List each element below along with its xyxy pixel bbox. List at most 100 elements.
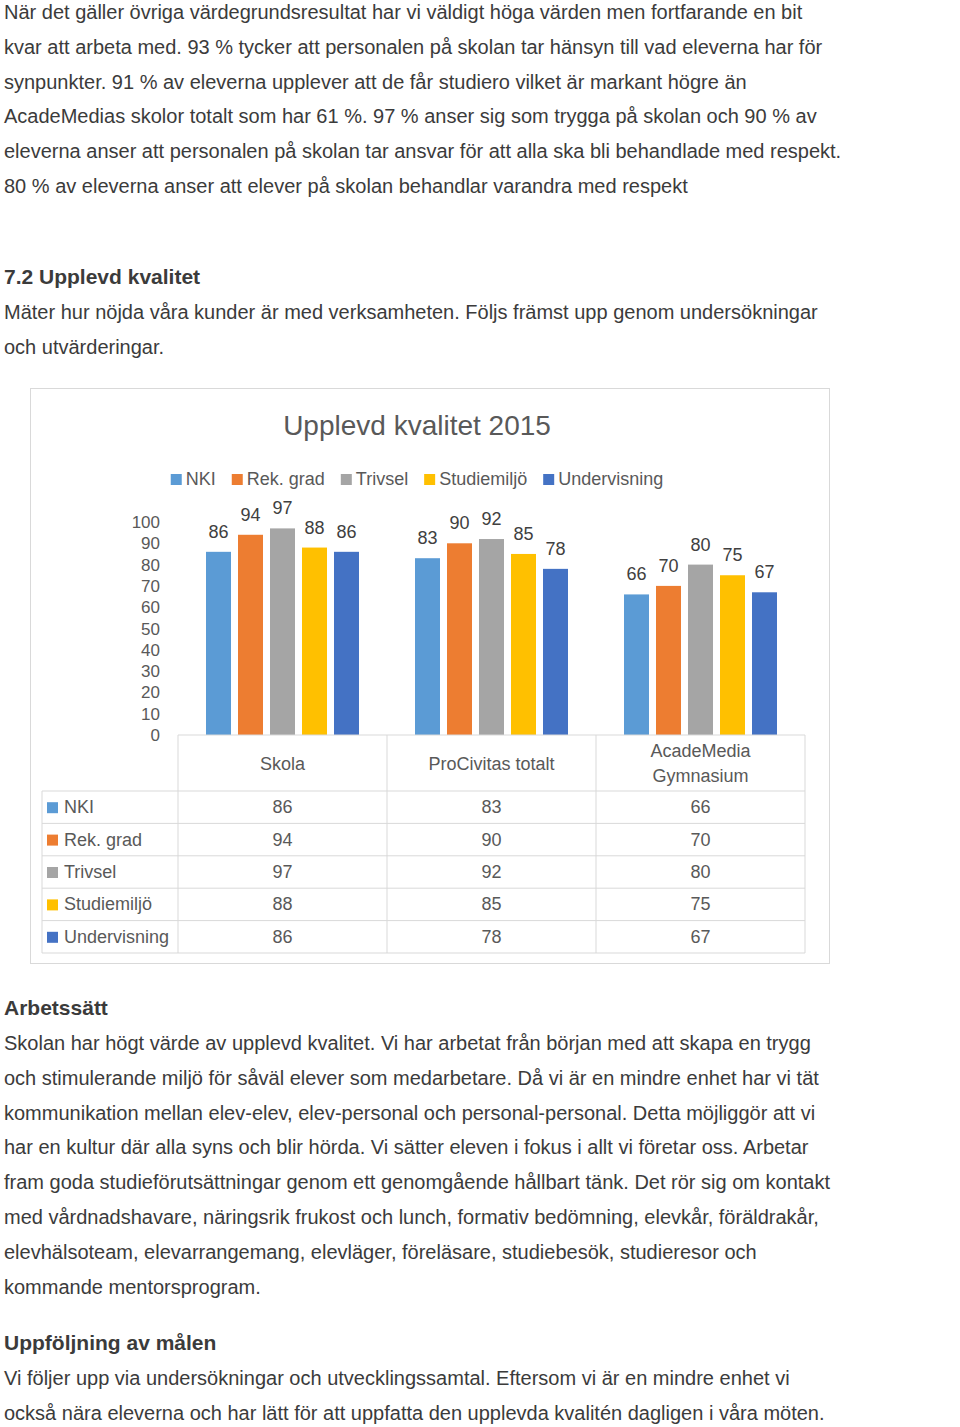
y-tick-label: 20 — [141, 683, 160, 702]
table-swatch — [47, 802, 58, 813]
y-tick-label: 80 — [141, 556, 160, 575]
table-swatch — [47, 932, 58, 943]
table-cell: 86 — [272, 797, 292, 817]
chart-frame — [31, 389, 830, 964]
bar — [543, 569, 568, 735]
bar — [270, 528, 295, 735]
table-line — [42, 823, 805, 824]
chart-title: Upplevd kvalitet 2015 — [283, 410, 551, 441]
legend-label: Rek. grad — [247, 469, 325, 489]
table-cell: 85 — [481, 894, 501, 914]
table-swatch — [47, 867, 58, 878]
table-row-label: Trivsel — [64, 862, 116, 882]
legend-swatch — [424, 474, 435, 485]
table-cell: 92 — [481, 862, 501, 882]
category-label: Skola — [260, 754, 306, 774]
paragraph-line: kvar att arbeta med. 93 % tycker att per… — [4, 35, 822, 59]
data-label: 83 — [417, 528, 437, 548]
bar — [752, 592, 777, 735]
section-heading: Arbetssätt — [4, 996, 108, 1020]
data-label: 66 — [626, 564, 646, 584]
data-label: 90 — [449, 513, 469, 533]
category-label: ProCivitas totalt — [428, 754, 554, 774]
chart: Upplevd kvalitet 2015NKIRek. gradTrivsel… — [0, 0, 960, 1427]
paragraph-line: elevhälsoteam, elevarrangemang, elevläge… — [4, 1240, 757, 1264]
table-cell: 94 — [272, 830, 292, 850]
paragraph-line: kommunikation mellan elev-elev, elev-per… — [4, 1101, 815, 1125]
table-cell: 97 — [272, 862, 292, 882]
paragraph-line: eleverna anser att personalen på skolan … — [4, 139, 841, 163]
table-line — [42, 953, 805, 954]
paragraph-line: synpunkter. 91 % av eleverna upplever at… — [4, 70, 747, 94]
paragraph-line: fram goda studieförutsättningar genom et… — [4, 1170, 830, 1194]
y-tick-label: 70 — [141, 577, 160, 596]
data-label: 86 — [208, 522, 228, 542]
paragraph-line: När det gäller övriga värdegrundsresulta… — [4, 0, 802, 24]
table-cell: 66 — [690, 797, 710, 817]
data-label: 86 — [336, 522, 356, 542]
table-swatch — [47, 835, 58, 846]
table-cell: 67 — [690, 927, 710, 947]
bar — [415, 558, 440, 735]
legend-label: Studiemiljö — [439, 469, 527, 489]
table-line — [42, 855, 805, 856]
paragraph-line: Skolan har högt värde av upplevd kvalite… — [4, 1031, 811, 1055]
legend-label: Undervisning — [558, 469, 663, 489]
section-heading: 7.2 Upplevd kvalitet — [4, 265, 200, 289]
data-label: 97 — [272, 498, 292, 518]
data-label: 67 — [754, 562, 774, 582]
paragraph-line: kommande mentorsprogram. — [4, 1275, 261, 1299]
category-label: AcadeMediaGymnasium — [650, 741, 751, 786]
paragraph-line: med vårdnadshavare, näringsrik frukost o… — [4, 1205, 819, 1229]
bars — [206, 528, 777, 735]
bar — [334, 552, 359, 735]
table-line — [42, 791, 43, 953]
bar — [206, 552, 231, 735]
bar — [447, 543, 472, 735]
y-tick-label: 0 — [151, 726, 160, 745]
bar — [688, 565, 713, 735]
table-row-label: NKI — [64, 797, 94, 817]
y-tick-label: 50 — [141, 620, 160, 639]
y-tick-label: 40 — [141, 641, 160, 660]
y-tick-label: 10 — [141, 705, 160, 724]
table-cell: 75 — [690, 894, 710, 914]
table-cell: 86 — [272, 927, 292, 947]
paragraph-line: Mäter hur nöjda våra kunder är med verks… — [4, 300, 818, 324]
legend-swatch — [341, 474, 352, 485]
y-tick-label: 100 — [132, 513, 160, 532]
paragraph-line: Vi följer upp via undersökningar och utv… — [4, 1366, 790, 1390]
data-label: 88 — [304, 518, 324, 538]
paragraph-line: och utvärderingar. — [4, 335, 164, 359]
paragraph-line: AcadeMedias skolor totalt som har 61 %. … — [4, 104, 817, 128]
table-cell: 80 — [690, 862, 710, 882]
table-line — [42, 791, 805, 792]
table-cell: 78 — [481, 927, 501, 947]
table-cell: 90 — [481, 830, 501, 850]
table-row-label: Undervisning — [64, 927, 169, 947]
table-line — [42, 888, 805, 889]
paragraph-line: och stimulerande miljö för såväl elever … — [4, 1066, 819, 1090]
bar — [624, 594, 649, 735]
page: { "intro_lines": [ "När det gäller övrig… — [0, 0, 960, 1427]
y-tick-label: 60 — [141, 598, 160, 617]
bar — [238, 535, 263, 735]
data-label: 70 — [658, 556, 678, 576]
legend-swatch — [232, 474, 243, 485]
bar — [479, 539, 504, 735]
data-label: 94 — [240, 505, 260, 525]
bar — [511, 554, 536, 735]
data-label: 85 — [513, 524, 533, 544]
table-row-label: Rek. grad — [64, 830, 142, 850]
data-label: 78 — [545, 539, 565, 559]
bar — [656, 586, 681, 735]
legend-swatch — [543, 474, 554, 485]
bar — [720, 575, 745, 735]
data-label: 92 — [481, 509, 501, 529]
data-label: 80 — [690, 535, 710, 555]
table-row-label: Studiemiljö — [64, 894, 152, 914]
legend-swatch — [171, 474, 182, 485]
category-label-part: Gymnasium — [652, 766, 748, 786]
legend: NKIRek. gradTrivselStudiemiljöUndervisni… — [171, 469, 664, 489]
section-heading: Uppföljning av målen — [4, 1331, 216, 1355]
